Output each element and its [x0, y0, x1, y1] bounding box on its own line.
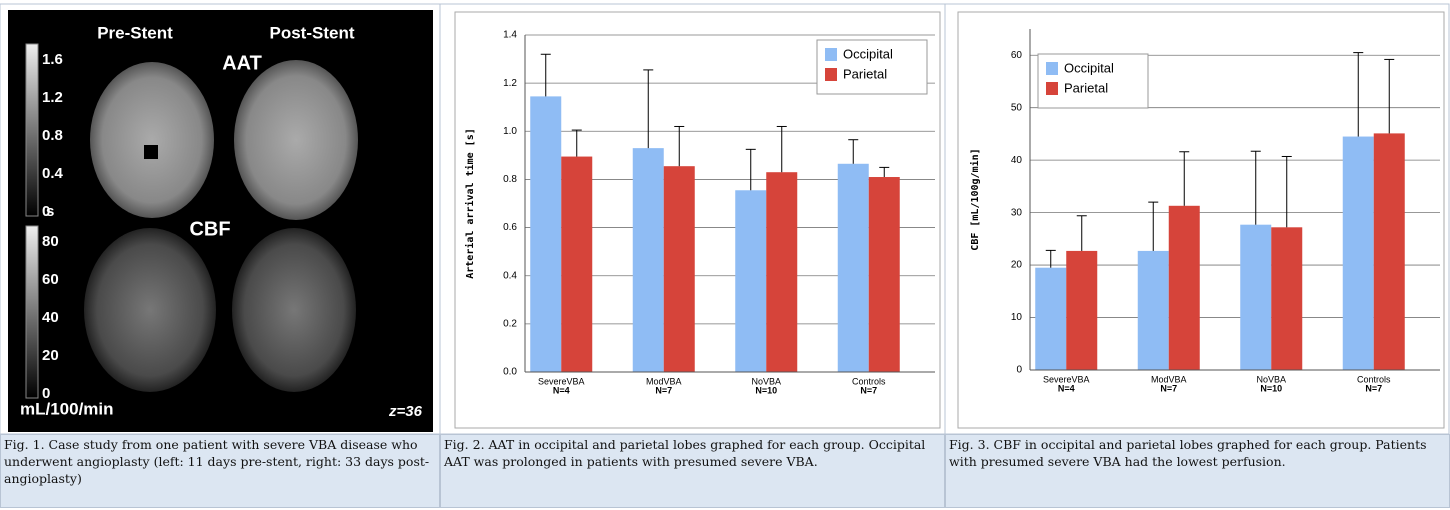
y-tick-label: 0.0 — [503, 367, 517, 378]
y-tick-label: 1.0 — [503, 126, 517, 137]
y-tick-label: 0.6 — [503, 222, 517, 233]
bar — [561, 157, 592, 372]
legend-label: Parietal — [1064, 80, 1108, 95]
y-tick-label: 0.4 — [503, 270, 517, 281]
scale-label: 80 — [42, 233, 59, 250]
y-tick-label: 20 — [1011, 260, 1023, 271]
bar — [1169, 206, 1200, 370]
bar — [1374, 133, 1405, 370]
x-tick-note: N=7 — [1160, 383, 1177, 393]
scale-label: 0 — [42, 203, 50, 220]
bar — [766, 172, 797, 372]
x-tick-note: N=7 — [1365, 383, 1382, 393]
image-label: AAT — [222, 52, 262, 74]
bar — [869, 177, 900, 372]
x-tick-note: N=4 — [553, 385, 570, 395]
scale-label: 0.4 — [42, 165, 64, 182]
image-label: Post-Stent — [270, 23, 355, 42]
scale-label: 0.8 — [42, 127, 63, 144]
legend-swatch — [825, 48, 837, 61]
image-label: z=36 — [388, 403, 423, 420]
bar — [838, 164, 869, 372]
scale-label: 0 — [42, 385, 50, 402]
y-tick-label: 1.4 — [503, 30, 517, 41]
bar — [1066, 251, 1097, 370]
x-tick-note: N=10 — [755, 385, 777, 395]
image-label: Pre-Stent — [97, 23, 173, 42]
bar — [664, 166, 695, 372]
legend-swatch — [825, 68, 837, 81]
y-tick-label: 0.2 — [503, 318, 517, 329]
figures: Pre-Stent Post-Stent AAT CBF mL/100/min … — [0, 0, 1450, 434]
caption: Fig. 3. CBF in occipital and parietal lo… — [945, 434, 1450, 508]
x-tick-note: N=7 — [860, 385, 877, 395]
bar — [735, 190, 766, 372]
y-tick-label: 40 — [1011, 155, 1023, 166]
y-tick-label: 60 — [1011, 50, 1023, 61]
legend-swatch — [1046, 82, 1058, 95]
bar — [633, 148, 664, 372]
bar — [1271, 227, 1302, 370]
x-tick-note: N=7 — [655, 385, 672, 395]
caption: Fig. 1. Case study from one patient with… — [0, 434, 440, 508]
legend-label: Parietal — [843, 66, 887, 81]
y-tick-label: 0 — [1016, 365, 1022, 376]
scale-label: 60 — [42, 271, 59, 288]
bar — [1240, 225, 1271, 370]
y-tick-label: 50 — [1011, 102, 1023, 113]
x-tick-note: N=4 — [1058, 383, 1075, 393]
bar — [530, 96, 561, 372]
scale-label: 20 — [42, 347, 59, 364]
scale-label: 1.2 — [42, 89, 63, 106]
legend-label: Occipital — [843, 46, 893, 61]
scale-label: 40 — [42, 309, 59, 326]
y-tick-label: 1.2 — [503, 78, 517, 89]
legend-swatch — [1046, 62, 1058, 75]
image-label: mL/100/min — [20, 399, 114, 418]
bar — [1343, 137, 1374, 370]
y-axis-label: CBF [mL/100g/min] — [969, 148, 981, 250]
y-tick-label: 0.8 — [503, 174, 517, 185]
legend-label: Occipital — [1064, 60, 1114, 75]
x-tick-note: N=10 — [1260, 383, 1282, 393]
image-label: CBF — [189, 218, 230, 240]
brain-image: Pre-Stent Post-Stent AAT CBF mL/100/min … — [8, 10, 433, 432]
caption: Fig. 2. AAT in occipital and parietal lo… — [440, 434, 945, 508]
y-tick-label: 10 — [1011, 312, 1023, 323]
bar — [1035, 268, 1066, 370]
bar — [1138, 251, 1169, 370]
page: Pre-Stent Post-Stent AAT CBF mL/100/min … — [0, 0, 1450, 510]
y-axis-label: Arterial arrival time [s] — [464, 128, 476, 279]
scale-label: 1.6 — [42, 51, 63, 68]
y-tick-label: 30 — [1011, 207, 1023, 218]
